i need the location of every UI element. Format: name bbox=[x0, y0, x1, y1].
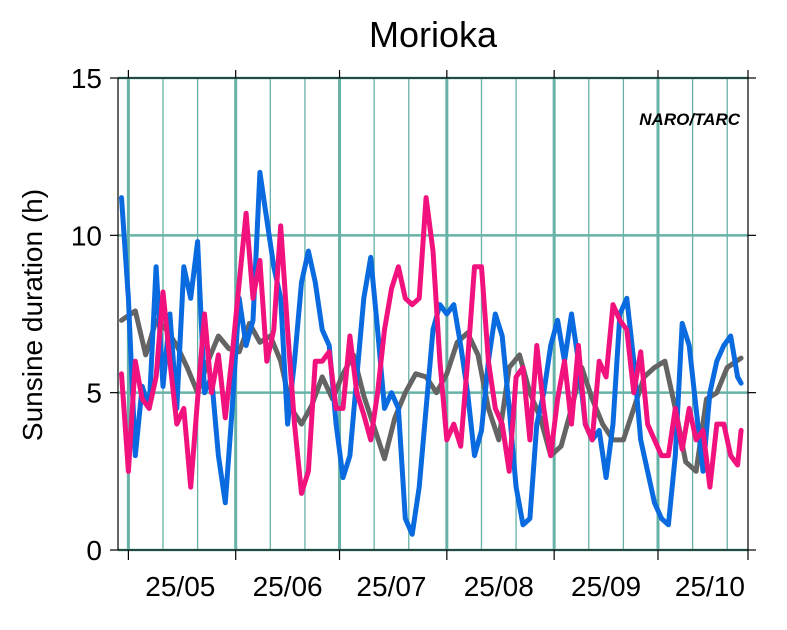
series-line-3 bbox=[119, 195, 744, 496]
y-tick-label: 0 bbox=[86, 535, 102, 566]
x-tick-label: 25/05 bbox=[145, 571, 215, 602]
x-tick-label: 25/06 bbox=[253, 571, 323, 602]
series-layer bbox=[119, 169, 744, 537]
tick-labels: 0 5 10 15 25/05 25/06 25/07 25/08 25/09 25/10 bbox=[71, 63, 745, 602]
grid-lines bbox=[118, 76, 748, 552]
y-tick-label: 5 bbox=[86, 378, 102, 409]
chart-title: Morioka bbox=[369, 14, 498, 55]
plot-frame bbox=[117, 77, 749, 551]
x-tick-label: 25/10 bbox=[675, 571, 745, 602]
series-line-2 bbox=[119, 169, 744, 537]
y-tick-label: 10 bbox=[71, 220, 102, 251]
x-tick-label: 25/08 bbox=[464, 571, 534, 602]
x-tick-label: 25/07 bbox=[356, 571, 426, 602]
y-tick-label: 15 bbox=[71, 63, 102, 94]
x-tick-label: 25/09 bbox=[571, 571, 641, 602]
y-axis-label: Sunsine duration (h) bbox=[17, 189, 48, 441]
axis-ticks bbox=[110, 70, 756, 560]
watermark-label: NARO/TARC bbox=[639, 110, 740, 129]
